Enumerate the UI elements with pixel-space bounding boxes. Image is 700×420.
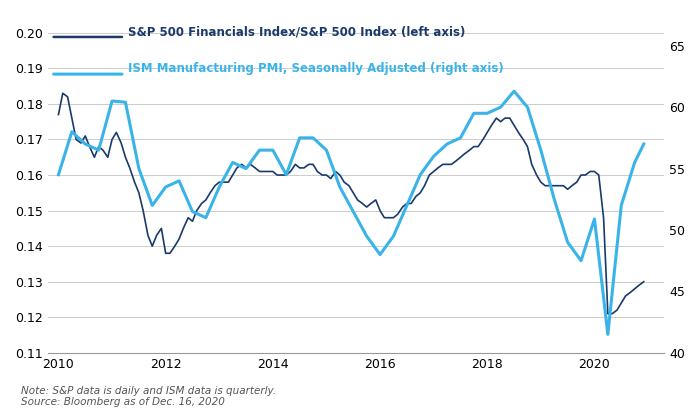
Text: S&P 500 Financials Index/S&P 500 Index (left axis): S&P 500 Financials Index/S&P 500 Index (… bbox=[128, 25, 466, 38]
Text: Note: S&P data is daily and ISM data is quarterly.
Source: Bloomberg as of Dec. : Note: S&P data is daily and ISM data is … bbox=[21, 386, 276, 407]
Text: ISM Manufacturing PMI, Seasonally Adjusted (right axis): ISM Manufacturing PMI, Seasonally Adjust… bbox=[128, 62, 503, 75]
